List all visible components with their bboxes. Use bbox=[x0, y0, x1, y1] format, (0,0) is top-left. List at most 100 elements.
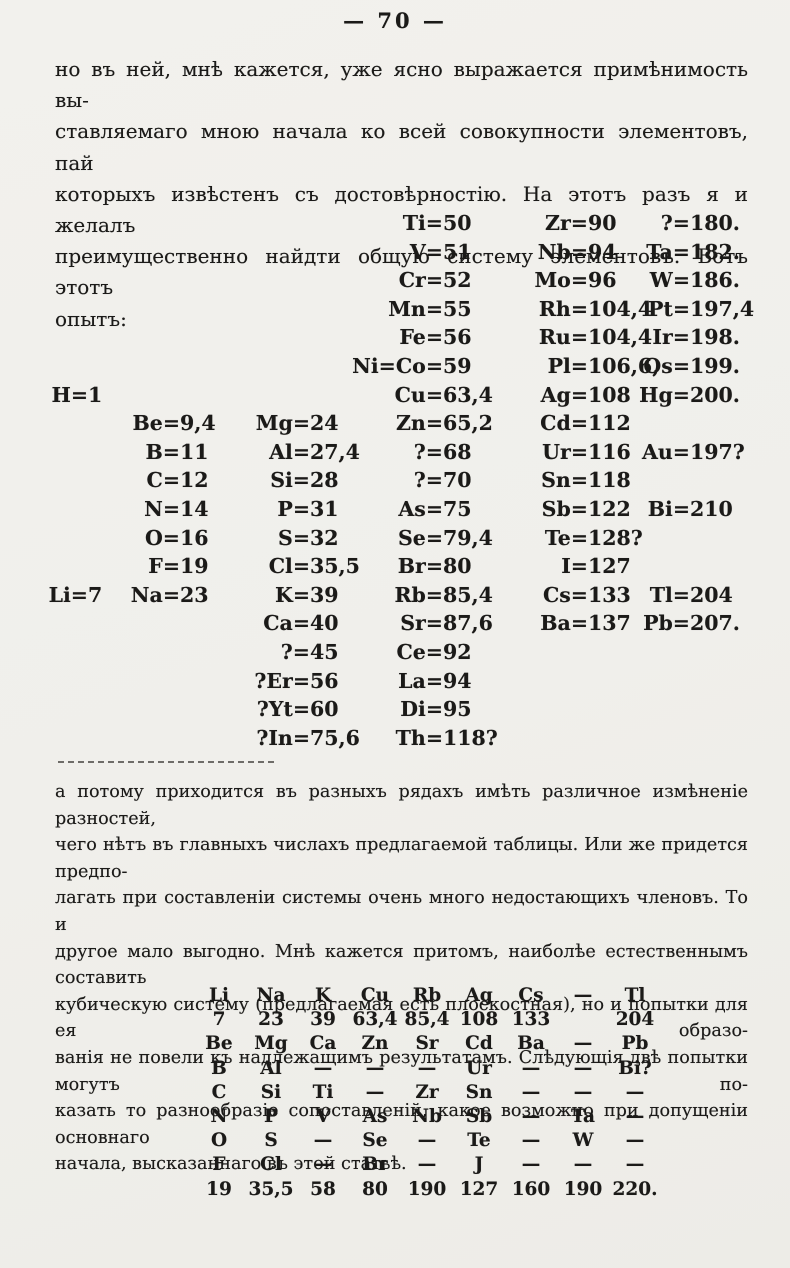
element-weight: 112 bbox=[588, 411, 631, 436]
element-weight: 45 bbox=[310, 639, 339, 664]
table-cell: Zn bbox=[361, 1033, 389, 1055]
table-cell: F bbox=[212, 1154, 226, 1176]
element-weight: 104,4 bbox=[588, 325, 653, 350]
element-weight: 40 bbox=[310, 611, 339, 636]
table-cell: — bbox=[625, 1105, 645, 1127]
table-cell: Cu bbox=[360, 985, 390, 1006]
table-cell: Cl bbox=[260, 1154, 282, 1176]
element-weight: 52 bbox=[443, 268, 472, 293]
table-cell: — bbox=[521, 1057, 541, 1079]
element-weight: 68 bbox=[443, 439, 472, 464]
element-symbol: Pt= bbox=[647, 296, 690, 321]
paragraph-line: но въ ней, мнѣ кажется, уже ясно выражае… bbox=[55, 57, 748, 113]
element-symbol: Cu= bbox=[394, 382, 443, 407]
table-cell: C bbox=[211, 1081, 227, 1103]
table-cell: — bbox=[521, 1130, 541, 1152]
element-symbol: Sr= bbox=[400, 611, 443, 636]
element-weight: 23 bbox=[180, 582, 209, 607]
table-cell: Ba bbox=[517, 1033, 545, 1055]
element-symbol: ?= bbox=[413, 439, 443, 464]
table-cell: — bbox=[417, 1130, 437, 1152]
paragraph-line: преимущественно найдти общую систему эле… bbox=[55, 244, 748, 300]
table-cell: 220. bbox=[612, 1178, 658, 1200]
element-symbol: Li= bbox=[48, 582, 88, 607]
table-cell: Ca bbox=[309, 1033, 337, 1055]
element-weight: 24 bbox=[310, 411, 339, 436]
element-weight: 31 bbox=[310, 496, 339, 521]
table-cell: 85,4 bbox=[404, 1009, 450, 1031]
element-symbol: Cr= bbox=[398, 268, 443, 293]
element-weight: 27,4 bbox=[310, 439, 360, 464]
element-weight: 9,4 bbox=[180, 411, 216, 436]
element-symbol: Sb= bbox=[541, 496, 588, 521]
paragraph-line: чего нѣтъ въ главныхъ числахъ предлагаем… bbox=[55, 835, 748, 882]
element-symbol: ?In= bbox=[256, 725, 310, 750]
element-weight: 56 bbox=[310, 668, 339, 693]
element-symbol: Ir= bbox=[652, 325, 690, 350]
table-cell: 133 bbox=[511, 1009, 551, 1031]
table-cell: — bbox=[573, 1154, 593, 1176]
element-weight: 16 bbox=[180, 525, 209, 550]
dashed-rule bbox=[58, 761, 274, 763]
element-weight: 35,5 bbox=[310, 554, 360, 579]
element-weight: 7 bbox=[88, 582, 103, 607]
table-cell: Sb bbox=[465, 1105, 493, 1127]
paragraph-line: кубическую систему (предлагаемая есть пл… bbox=[55, 994, 748, 1042]
element-weight: 80 bbox=[443, 554, 472, 579]
element-symbol: Cl= bbox=[268, 554, 310, 579]
table-cell: 160 bbox=[511, 1178, 551, 1200]
element-weight: 59 bbox=[443, 353, 472, 378]
element-symbol: Di= bbox=[400, 697, 443, 722]
table-cell: Tl bbox=[624, 985, 646, 1006]
element-weight: 127 bbox=[588, 554, 631, 579]
table-cell: K bbox=[314, 985, 332, 1006]
table-cell: Cs bbox=[518, 985, 544, 1006]
element-weight: 50 bbox=[443, 211, 472, 235]
element-symbol: Sn= bbox=[541, 468, 588, 493]
table-cell: Zr bbox=[415, 1081, 439, 1103]
element-symbol: Pb= bbox=[643, 611, 690, 636]
element-symbol: V= bbox=[409, 239, 443, 264]
table-cell: Sr bbox=[415, 1033, 439, 1055]
table-cell: Ag bbox=[465, 985, 493, 1006]
table-cell: Ti bbox=[312, 1081, 334, 1103]
table-cell: J bbox=[474, 1154, 484, 1176]
element-weight: 92 bbox=[443, 639, 472, 664]
table-cell: W bbox=[572, 1130, 594, 1152]
element-weight: 32 bbox=[310, 525, 339, 550]
element-symbol: Ce= bbox=[396, 639, 443, 664]
element-symbol: ?= bbox=[280, 639, 310, 664]
element-symbol: Na= bbox=[130, 582, 180, 607]
element-symbol: Si= bbox=[270, 468, 310, 493]
element-symbol: Os= bbox=[643, 353, 690, 378]
element-symbol: Mo= bbox=[534, 268, 588, 293]
element-weight: 28 bbox=[310, 468, 339, 493]
element-symbol: F= bbox=[148, 554, 180, 579]
element-weight: 90 bbox=[588, 211, 617, 235]
element-symbol: W= bbox=[649, 268, 690, 293]
table-cell: N bbox=[210, 1105, 228, 1127]
table-cell: — bbox=[573, 1081, 593, 1103]
element-weight: 186. bbox=[690, 268, 740, 293]
element-weight: 204 bbox=[690, 582, 733, 607]
element-symbol: ?Yt= bbox=[256, 697, 310, 722]
paragraph-line: которыхъ извѣстенъ съ достовѣрностію. На… bbox=[55, 181, 748, 238]
element-weight: 19 bbox=[180, 554, 209, 579]
table-cell: — bbox=[313, 1130, 333, 1152]
intro-paragraph: но въ ней, мнѣ кажется, уже ясно выражае… bbox=[55, 54, 748, 335]
element-symbol: Au= bbox=[642, 439, 690, 464]
table-cell: B bbox=[211, 1057, 227, 1079]
paragraph-line: лагать при составленіи системы очень мно… bbox=[55, 888, 748, 935]
table-cell: Nb bbox=[412, 1105, 442, 1127]
element-weight: 94 bbox=[443, 668, 472, 693]
element-symbol: ?= bbox=[660, 211, 690, 235]
table-cell: Cd bbox=[465, 1033, 493, 1055]
table-cell: — bbox=[573, 985, 593, 1006]
element-weight: 122 bbox=[588, 496, 631, 521]
paragraph-line: опытъ: bbox=[55, 306, 127, 331]
table-cell: O bbox=[210, 1130, 228, 1152]
element-symbol: Tl= bbox=[649, 582, 690, 607]
element-symbol: Mn= bbox=[388, 296, 443, 321]
element-symbol: Ba= bbox=[540, 611, 588, 636]
paragraph-line: начала, высказаннаго въ этой статьѣ. bbox=[55, 1154, 407, 1175]
